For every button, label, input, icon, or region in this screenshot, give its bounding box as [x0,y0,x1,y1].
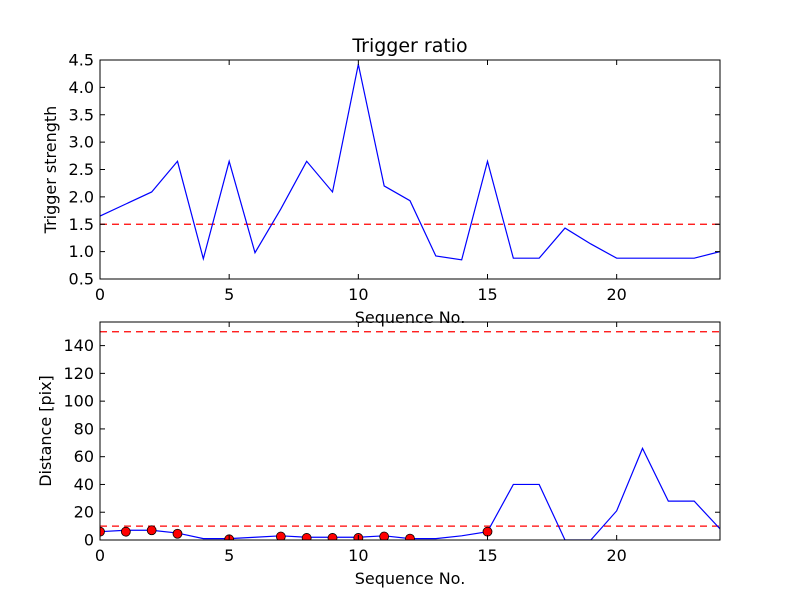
y-tick-label: 1.0 [69,242,94,261]
x-axis-label: Sequence No. [355,308,466,327]
x-tick-label: 5 [224,285,234,304]
data-point-marker [327,533,338,540]
series-line [100,64,720,262]
chart-title: Trigger ratio [351,35,467,57]
y-tick-label: 100 [63,392,94,411]
y-tick-label: 3.0 [69,133,94,152]
x-tick-label: 10 [348,546,368,565]
x-tick-label: 20 [606,546,626,565]
data-point-marker [275,531,286,540]
data-point-marker [120,526,131,537]
data-point-marker [482,526,493,537]
data-point-marker [100,526,105,537]
y-tick-label: 80 [74,419,94,438]
data-point-marker [172,528,183,539]
y-tick-label: 2.5 [69,160,94,179]
x-tick-label: 5 [224,546,234,565]
chart-panel-2: 0 5 10 15 20 0 20 40 60 80 100 120 140 Sequence No. Di… [36,321,721,588]
y-axis-label: Distance [pix] [36,375,55,487]
series-line [100,446,720,540]
data-point-marker [146,525,157,536]
data-point-marker [405,533,415,540]
x-tick-label: 10 [348,285,368,304]
y-tick-label: 20 [74,503,94,522]
y-tick-label: 140 [63,336,94,355]
data-point-marker [379,531,390,540]
y-tick-label: 2.0 [69,187,94,206]
data-point-marker [301,533,312,540]
y-tick-label: 1.5 [69,215,94,234]
axes-frame [99,59,721,280]
y-tick-label: 0 [84,531,94,550]
y-axis-label: Trigger strength [41,106,60,235]
x-tick-label: 15 [477,546,497,565]
y-tick-label: 40 [74,475,94,494]
x-tick-label: 15 [477,285,497,304]
plot-area [100,64,720,262]
y-tick-label: 3.5 [69,105,94,124]
x-tick-label: 0 [95,546,105,565]
x-axis-label: Sequence No. [355,569,466,588]
axes-frame [99,321,721,541]
y-tick-label: 4.0 [69,78,94,97]
x-tick-label: 20 [606,285,626,304]
plot-area [100,331,720,540]
y-tick-label: 120 [63,364,94,383]
y-tick-label: 0.5 [69,270,94,289]
x-tick-label: 0 [95,285,105,304]
y-tick-label: 4.5 [69,51,94,70]
chart-panel-1: 0 5 10 15 20 0.5 1.0 1.5 2.0 2.5 3.0 3.5 4.0 4.5 Seque… [41,35,721,327]
y-tick-label: 60 [74,447,94,466]
